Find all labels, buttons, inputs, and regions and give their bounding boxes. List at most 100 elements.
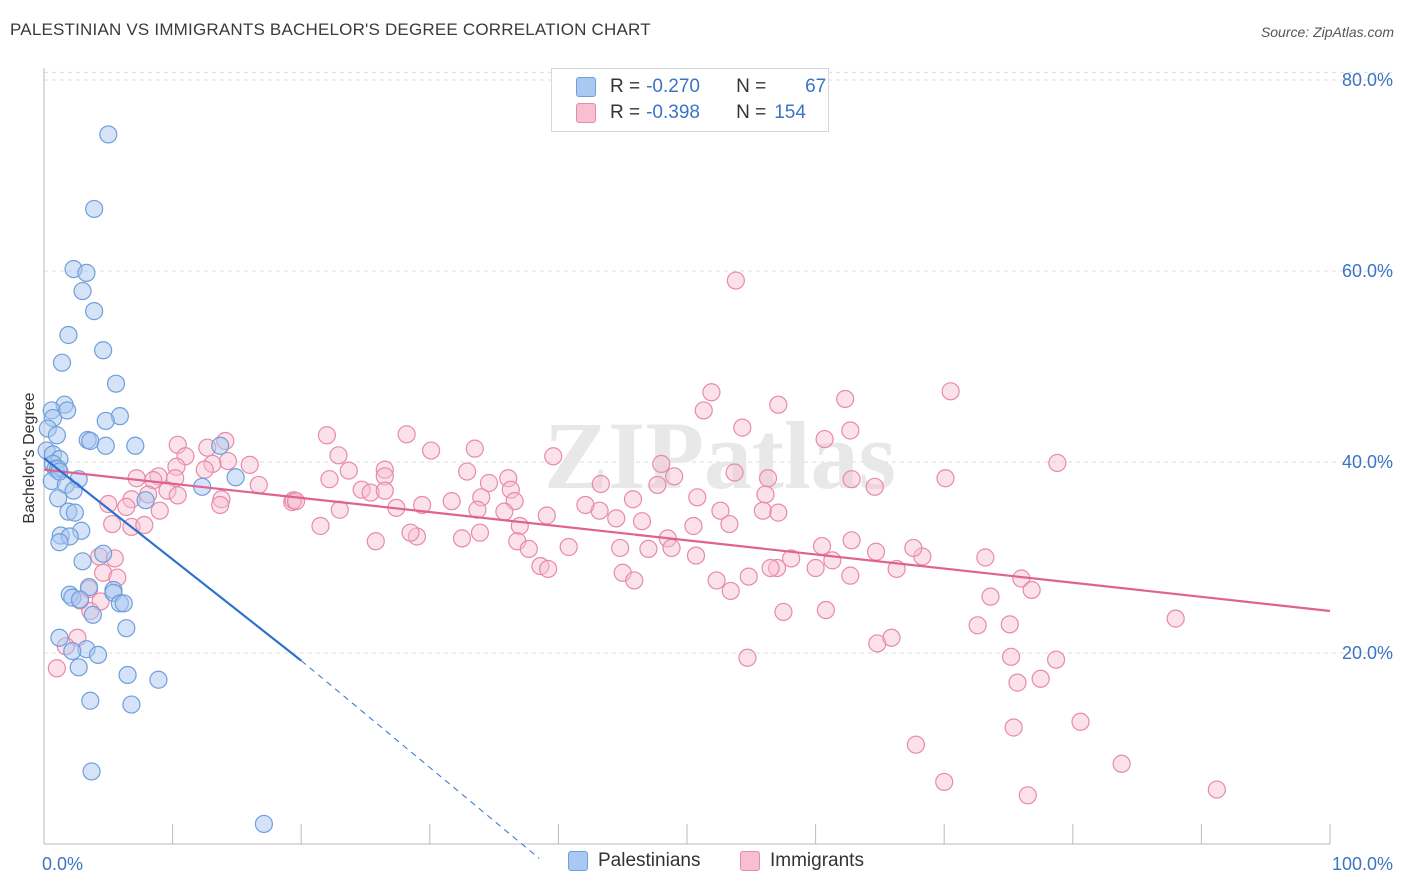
data-point-immigrants — [665, 467, 684, 486]
watermark: ZIPatlas — [544, 402, 896, 509]
data-point-immigrants — [865, 477, 884, 496]
data-point-immigrants — [375, 467, 394, 486]
legend-row-immigrants: R = -0.398 N = 154 — [576, 101, 810, 125]
legend-n-label: N = — [736, 76, 767, 97]
legend-n-value: 154 — [774, 102, 806, 123]
data-point-immigrants — [176, 447, 195, 466]
data-point-palestinians — [47, 426, 66, 445]
data-point-immigrants — [841, 566, 860, 585]
data-point-immigrants — [1207, 780, 1226, 799]
data-point-immigrants — [479, 473, 499, 493]
legend-label-immigrants: Immigrants — [770, 850, 864, 871]
data-point-immigrants — [1018, 786, 1037, 805]
data-point-palestinians — [117, 619, 136, 638]
data-point-immigrants — [906, 735, 926, 754]
data-point-immigrants — [1000, 615, 1019, 634]
data-point-immigrants — [317, 426, 337, 445]
data-point-immigrants — [135, 515, 154, 535]
data-point-immigrants — [168, 486, 187, 505]
data-point-palestinians — [118, 665, 137, 685]
data-point-immigrants — [366, 532, 385, 551]
data-point-immigrants — [539, 559, 558, 579]
data-point-palestinians — [50, 628, 69, 647]
y-tick-label: 80.0% — [1342, 70, 1393, 90]
data-point-immigrants — [212, 490, 231, 509]
data-point-immigrants — [519, 539, 538, 559]
data-point-immigrants — [632, 512, 652, 531]
legend-item-palestinians: Palestinians — [568, 850, 700, 872]
data-point-palestinians — [52, 353, 72, 372]
data-point-immigrants — [738, 648, 757, 667]
chart-title: PALESTINIAN VS IMMIGRANTS BACHELOR'S DEG… — [10, 20, 651, 39]
data-point-immigrants — [375, 481, 394, 500]
data-point-palestinians — [50, 533, 69, 552]
data-point-immigrants — [150, 501, 169, 520]
data-point-immigrants — [782, 549, 801, 568]
legend-swatch-blue — [576, 77, 596, 97]
data-point-immigrants — [981, 587, 1000, 606]
legend-label-palestinians: Palestinians — [598, 850, 701, 871]
data-point-immigrants — [823, 551, 842, 570]
trend-line-palestinians-extension — [300, 660, 540, 859]
data-point-immigrants — [758, 469, 778, 488]
data-point-immigrants — [576, 495, 595, 515]
data-point-immigrants — [720, 514, 739, 534]
data-point-immigrants — [47, 659, 66, 678]
data-point-immigrants — [662, 538, 681, 558]
data-point-palestinians — [226, 468, 245, 487]
data-point-immigrants — [465, 439, 484, 458]
data-point-palestinians — [254, 814, 274, 834]
data-point-palestinians — [69, 658, 88, 677]
data-point-immigrants — [866, 542, 886, 561]
data-point-palestinians — [63, 641, 82, 661]
data-point-immigrants — [501, 480, 520, 499]
data-point-immigrants — [935, 772, 954, 792]
data-point-palestinians — [59, 325, 78, 345]
data-point-immigrants — [311, 516, 330, 536]
legend-r-value: -0.398 — [646, 102, 700, 123]
legend-swatch-blue — [568, 851, 588, 871]
data-point-palestinians — [65, 503, 84, 522]
data-point-immigrants — [375, 460, 394, 479]
data-point-immigrants — [544, 447, 563, 466]
data-point-palestinians — [136, 491, 155, 510]
data-point-palestinians — [99, 125, 118, 144]
data-point-immigrants — [841, 421, 860, 440]
data-point-immigrants — [1008, 673, 1027, 692]
data-point-palestinians — [79, 578, 99, 597]
trend-lines — [43, 457, 1331, 859]
data-point-palestinians — [96, 411, 115, 431]
data-point-palestinians — [85, 199, 104, 219]
data-point-palestinians — [81, 691, 100, 710]
data-point-palestinians — [49, 489, 68, 508]
data-point-immigrants — [806, 558, 825, 578]
data-point-immigrants — [639, 539, 658, 559]
x-tick-label: 0.0% — [42, 854, 83, 874]
data-point-immigrants — [836, 389, 855, 409]
data-point-palestinians — [81, 431, 100, 451]
legend-r-value: -0.270 — [646, 76, 700, 97]
data-point-palestinians — [70, 590, 90, 609]
legend-item-immigrants: Immigrants — [740, 850, 864, 872]
data-point-immigrants — [648, 475, 667, 495]
data-point-immigrants — [103, 514, 122, 534]
data-point-immigrants — [625, 571, 644, 590]
data-point-immigrants — [733, 418, 752, 437]
data-point-immigrants — [652, 454, 671, 474]
data-point-immigrants — [99, 494, 118, 514]
data-point-immigrants — [218, 451, 237, 471]
data-point-palestinians — [149, 670, 168, 689]
data-point-immigrants — [702, 383, 721, 402]
gridlines — [44, 71, 1392, 654]
data-point-immigrants — [707, 571, 726, 590]
data-point-palestinians — [58, 401, 77, 420]
data-point-palestinians — [94, 341, 113, 360]
y-tick-label: 60.0% — [1342, 261, 1393, 281]
data-point-immigrants — [510, 516, 529, 536]
y-tick-label: 20.0% — [1342, 643, 1393, 663]
data-point-immigrants — [457, 462, 477, 481]
data-point-immigrants — [1048, 453, 1067, 473]
data-point-palestinians — [114, 594, 133, 613]
data-point-palestinians — [85, 302, 104, 321]
